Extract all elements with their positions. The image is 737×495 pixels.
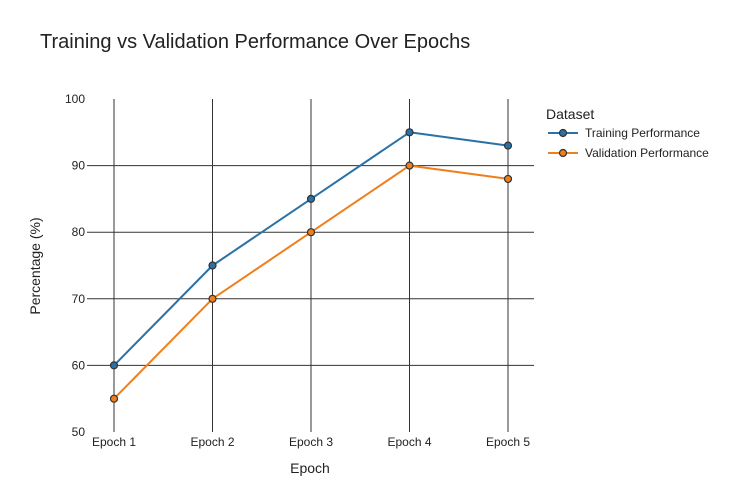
legend-title: Dataset	[546, 106, 594, 122]
x-tick-label: Epoch 1	[92, 435, 136, 449]
data-point	[208, 261, 217, 270]
y-tick-label: 60	[72, 358, 86, 372]
y-tick-label: 100	[65, 92, 85, 106]
y-tick-label: 70	[72, 292, 86, 306]
legend: Dataset Training Performance Validation P…	[546, 106, 709, 160]
series-layer	[109, 128, 513, 403]
axis-layer: 50 60 70 80 90 100 Epoch 1 Epoch 2 Epoch 3 Epoch …	[65, 92, 530, 449]
data-point	[109, 394, 119, 403]
data-point	[306, 228, 316, 237]
y-tick-label: 50	[72, 425, 86, 439]
data-point	[109, 361, 119, 370]
data-point	[306, 194, 316, 203]
grid-layer	[87, 99, 534, 432]
y-tick-label: 80	[72, 225, 86, 239]
y-axis-label: Percentage (%)	[27, 217, 43, 314]
data-point	[503, 174, 513, 184]
data-point	[503, 141, 513, 150]
legend-marker	[558, 148, 568, 158]
legend-items: Training Performance Validation Performan…	[548, 126, 709, 160]
x-tick-label: Epoch 3	[289, 435, 333, 449]
x-tick-label: Epoch 5	[486, 435, 530, 449]
chart-title: Training vs Validation Performance Over …	[40, 31, 470, 53]
legend-marker	[558, 128, 568, 138]
legend-label: Training Performance	[585, 126, 700, 140]
x-axis-label: Epoch	[290, 460, 330, 476]
data-point	[208, 294, 217, 303]
legend-label: Validation Performance	[585, 146, 709, 160]
x-tick-label: Epoch 4	[387, 435, 431, 449]
y-tick-label: 90	[72, 159, 86, 173]
x-tick-label: Epoch 2	[190, 435, 234, 449]
data-point	[405, 161, 414, 170]
data-point	[405, 128, 414, 137]
